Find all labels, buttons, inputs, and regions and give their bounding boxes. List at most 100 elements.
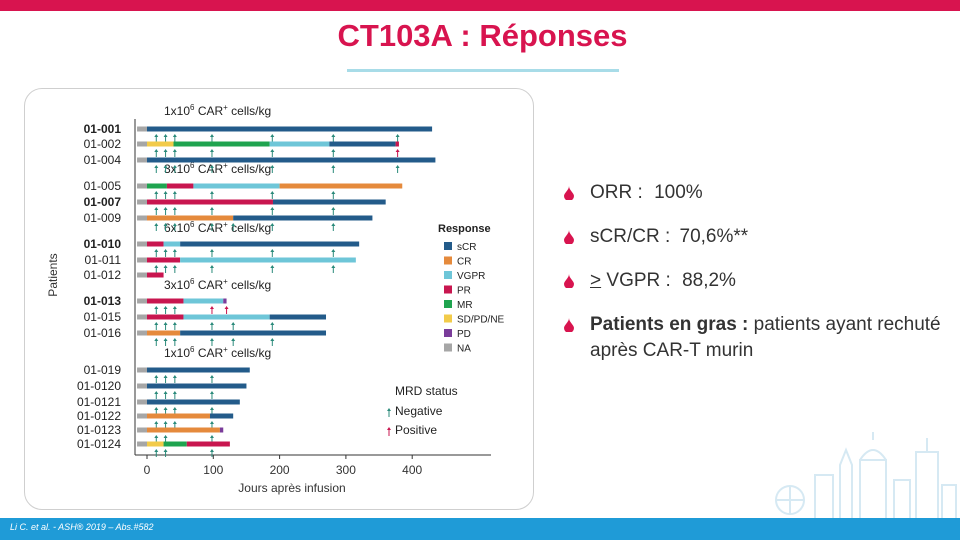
response-bar-segment bbox=[183, 298, 224, 304]
legend-label: MR bbox=[457, 300, 473, 311]
mrd-marker-head bbox=[172, 391, 177, 394]
mrd-marker-head bbox=[209, 306, 214, 309]
mrd-marker-head bbox=[209, 149, 214, 152]
response-bar-segment bbox=[147, 157, 436, 163]
mrd-marker-head bbox=[163, 134, 168, 137]
legend-swatch bbox=[444, 256, 452, 265]
response-bar-segment bbox=[219, 427, 224, 433]
response-bar-segment bbox=[137, 141, 147, 147]
response-bar-segment bbox=[163, 241, 181, 247]
response-bar-segment bbox=[147, 413, 210, 419]
response-bar-segment bbox=[137, 199, 147, 205]
swimmer-chart: 0 100 200 300 400 Jours après infusion Patient… bbox=[46, 103, 505, 495]
response-bar-segment bbox=[147, 330, 181, 336]
response-bar-segment bbox=[329, 141, 396, 147]
chart-panel: 0 100 200 300 400 Jours après infusion Patient… bbox=[24, 88, 534, 510]
top-accent-bar bbox=[0, 0, 960, 11]
legend-swatch bbox=[444, 300, 452, 308]
response-bar-segment bbox=[137, 330, 147, 336]
response-bar-segment bbox=[137, 126, 147, 132]
mrd-marker-head bbox=[209, 375, 214, 378]
response-bar-segment bbox=[173, 141, 270, 147]
response-bar-segment bbox=[137, 413, 147, 419]
response-bar-segment bbox=[233, 215, 373, 221]
response-bar-segment bbox=[147, 298, 184, 304]
drop-bullet-icon bbox=[564, 230, 574, 244]
bullet-prefix: > bbox=[590, 270, 602, 291]
mrd-marker-head bbox=[154, 306, 159, 309]
mrd-marker-head bbox=[270, 223, 275, 226]
mrd-marker-head bbox=[270, 149, 275, 152]
mrd-marker-head bbox=[154, 191, 159, 194]
response-bar-segment bbox=[137, 367, 147, 373]
mrd-marker-head bbox=[209, 249, 214, 252]
patient-label: 01-0122 bbox=[77, 409, 121, 423]
x-tick-label: 400 bbox=[402, 463, 422, 477]
mrd-marker-head bbox=[231, 338, 236, 341]
y-axis-title: Patients bbox=[46, 253, 60, 296]
response-bar-segment bbox=[147, 427, 220, 433]
bullet-strong: Patients en gras : bbox=[590, 314, 749, 335]
mrd-marker-head bbox=[209, 191, 214, 194]
patient-label: 01-012 bbox=[84, 268, 122, 282]
mrd-marker-head bbox=[209, 391, 214, 394]
mrd-marker-head bbox=[231, 322, 236, 325]
patient-label: 01-019 bbox=[84, 363, 122, 377]
x-tick-label: 200 bbox=[270, 463, 290, 477]
mrd-marker-head bbox=[154, 375, 159, 378]
legend-label: VGPR bbox=[457, 271, 485, 282]
legend-label: NA bbox=[457, 344, 471, 355]
mrd-marker-head bbox=[209, 322, 214, 325]
drop-bullet-icon bbox=[564, 274, 574, 288]
mrd-marker-head bbox=[270, 191, 275, 194]
response-bar-segment bbox=[186, 441, 230, 447]
mrd-marker-head bbox=[172, 249, 177, 252]
mrd-marker-head bbox=[209, 223, 214, 226]
dose-group-label: 6x106 CAR+ cells/kg bbox=[164, 220, 271, 235]
patient-label: 01-016 bbox=[84, 326, 122, 340]
response-bar-segment bbox=[137, 215, 147, 221]
mrd-marker-head bbox=[270, 165, 275, 168]
dose-group-label: 3x106 CAR+ cells/kg bbox=[164, 277, 271, 292]
mrd-marker-head bbox=[331, 134, 336, 137]
mrd-marker-head bbox=[163, 191, 168, 194]
legend-label: SD/PD/NE bbox=[457, 315, 505, 326]
mrd-marker-head bbox=[224, 306, 229, 309]
dose-group-label: 3x106 CAR+ cells/kg bbox=[164, 161, 271, 176]
mrd-marker-head bbox=[154, 391, 159, 394]
response-bar-segment bbox=[137, 157, 147, 163]
legend-label: PR bbox=[457, 286, 471, 297]
mrd-marker-head bbox=[395, 149, 400, 152]
response-bar-segment bbox=[137, 257, 147, 263]
mrd-marker-head bbox=[163, 322, 168, 325]
legend-swatch bbox=[444, 343, 452, 352]
patient-label: 01-007 bbox=[84, 195, 122, 209]
mrd-legend-label: Positive bbox=[395, 423, 437, 437]
legend-label: PD bbox=[457, 329, 471, 340]
response-bar-segment bbox=[147, 199, 273, 205]
mrd-legend-marker-head bbox=[387, 427, 391, 430]
legend-label: sCR bbox=[457, 242, 476, 253]
bullet-label: ORR : bbox=[590, 182, 643, 203]
mrd-marker-head bbox=[270, 249, 275, 252]
response-bar-segment bbox=[137, 183, 147, 189]
mrd-marker-head bbox=[270, 322, 275, 325]
mrd-legend-title: MRD status bbox=[395, 384, 458, 398]
mrd-marker-head bbox=[331, 249, 336, 252]
patient-label: 01-009 bbox=[84, 211, 122, 225]
mrd-marker-head bbox=[209, 435, 214, 438]
mrd-marker-head bbox=[172, 375, 177, 378]
mrd-marker-head bbox=[270, 338, 275, 341]
mrd-marker-head bbox=[163, 249, 168, 252]
mrd-marker-head bbox=[172, 407, 177, 410]
mrd-marker-head bbox=[331, 223, 336, 226]
mrd-marker-head bbox=[163, 207, 168, 210]
bullet-list: ORR : 100% sCR/CR : 70,6%** > VGPR : 88,… bbox=[560, 180, 950, 382]
response-bar-segment bbox=[223, 298, 227, 304]
response-bar-segment bbox=[147, 314, 184, 320]
response-bar-segment bbox=[180, 241, 360, 247]
mrd-marker-head bbox=[331, 165, 336, 168]
mrd-marker-head bbox=[154, 407, 159, 410]
x-tick-label: 300 bbox=[336, 463, 356, 477]
bullet-orr: ORR : 100% bbox=[560, 180, 950, 206]
